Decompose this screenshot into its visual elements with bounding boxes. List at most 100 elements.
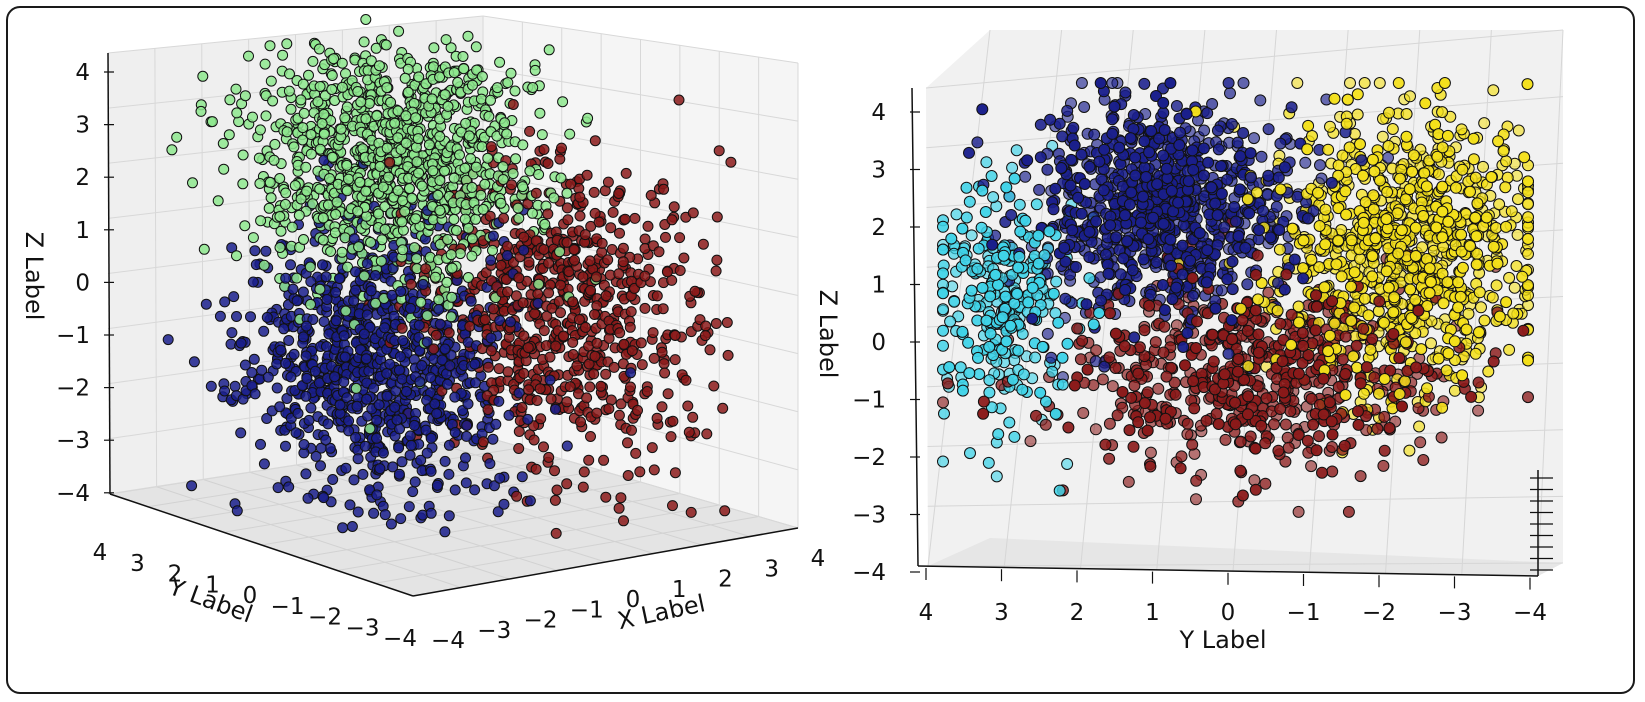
right-point-cluster-darkred xyxy=(1144,446,1157,459)
right-point-cluster-cyan xyxy=(1013,198,1026,211)
left-point-cluster-green xyxy=(434,204,446,216)
right-point-cluster-darkred xyxy=(1181,417,1194,430)
left-point-cluster-navy xyxy=(365,285,377,297)
left-point-cluster-navy xyxy=(516,471,528,483)
left-point-cluster-green xyxy=(317,234,329,246)
left-point-cluster-navy xyxy=(235,427,247,439)
left-point-cluster-green xyxy=(307,55,319,67)
left-point-cluster-darkred xyxy=(585,284,596,296)
right-point-cluster-yellow xyxy=(1478,117,1491,130)
left-point-cluster-darkred xyxy=(613,188,625,199)
left-point-cluster-navy xyxy=(503,409,515,421)
left-point-cluster-darkred xyxy=(479,314,491,326)
left-point-cluster-green xyxy=(445,249,457,261)
left-point-cluster-green xyxy=(231,107,243,119)
left-point-cluster-navy xyxy=(330,315,342,327)
left-point-cluster-green xyxy=(295,193,307,205)
right-point-cluster-darkred xyxy=(1244,430,1257,443)
left-point-cluster-green xyxy=(293,209,305,221)
left-point-cluster-green xyxy=(325,246,337,257)
left-point-cluster-green xyxy=(432,189,444,201)
left-point-cluster-darkred xyxy=(551,484,563,496)
left-point-cluster-green xyxy=(448,213,460,225)
right-point-cluster-yellow xyxy=(1381,186,1394,198)
left-point-cluster-green xyxy=(247,232,259,244)
left-point-cluster-green xyxy=(312,96,324,108)
left-grid-line xyxy=(337,504,720,571)
right-point-cluster-navy xyxy=(1285,101,1298,114)
left-point-cluster-green xyxy=(195,105,207,117)
left-point-cluster-darkred xyxy=(704,344,716,356)
left-point-cluster-navy xyxy=(298,439,310,450)
right-point-cluster-darkred xyxy=(1024,435,1037,448)
right-point-cluster-yellow xyxy=(1486,291,1499,304)
right-point-cluster-darkred xyxy=(1089,423,1102,436)
right-point-cluster-navy xyxy=(1070,261,1082,273)
right-point-cluster-yellow xyxy=(1505,205,1518,218)
right-point-cluster-navy xyxy=(1170,100,1183,112)
left-point-cluster-green xyxy=(300,161,312,173)
left-point-cluster-navy xyxy=(280,440,291,452)
right-point-cluster-navy xyxy=(1126,264,1139,277)
left-point-cluster-darkred xyxy=(581,392,593,404)
left-point-cluster-darkred xyxy=(646,442,658,454)
left-point-cluster-darkred xyxy=(685,506,697,518)
left-point-cluster-green xyxy=(466,250,478,262)
left-point-cluster-navy xyxy=(361,393,373,405)
left-point-cluster-green xyxy=(406,192,418,204)
left-point-cluster-green xyxy=(279,198,291,210)
left-point-cluster-navy xyxy=(485,254,497,266)
right-point-cluster-darkred xyxy=(1141,386,1154,399)
left-point-cluster-darkred xyxy=(624,321,636,333)
left-point-cluster-green xyxy=(457,51,469,62)
left-point-cluster-navy xyxy=(337,522,349,534)
left-point-cluster-navy xyxy=(271,382,283,394)
left-point-cluster-green xyxy=(380,39,392,51)
left-point-cluster-navy xyxy=(226,242,238,254)
left-point-cluster-darkred xyxy=(589,135,601,147)
left-z-tick: −3 xyxy=(56,428,90,454)
right-point-cluster-yellow xyxy=(1351,108,1364,121)
left-point-cluster-green xyxy=(336,57,348,69)
left-point-cluster-darkred xyxy=(605,222,617,234)
left-point-cluster-green xyxy=(324,173,335,184)
left-point-cluster-darkred xyxy=(687,207,699,219)
right-point-cluster-navy xyxy=(1215,284,1228,297)
left-point-cluster-navy xyxy=(368,507,380,519)
left-point-cluster-green xyxy=(446,291,458,303)
right-point-cluster-darkred xyxy=(1354,470,1367,483)
left-point-cluster-navy xyxy=(358,328,370,340)
left-point-cluster-navy xyxy=(352,453,364,465)
left-point-cluster-navy xyxy=(439,343,451,355)
left-point-cluster-darkred xyxy=(687,411,699,423)
left-point-cluster-green xyxy=(485,94,496,106)
right-point-cluster-navy xyxy=(1237,77,1250,89)
left-point-cluster-green xyxy=(448,67,460,79)
right-point-cluster-yellow xyxy=(1432,168,1445,181)
left-point-cluster-darkred xyxy=(630,447,642,459)
left-point-cluster-green xyxy=(487,244,498,256)
right-point-cluster-darkred xyxy=(1339,330,1352,343)
right-point-cluster-yellow xyxy=(1291,77,1304,89)
left-point-cluster-darkred xyxy=(653,246,665,258)
right-point-cluster-yellow xyxy=(1448,384,1461,397)
right-point-cluster-navy xyxy=(971,136,984,149)
left-point-cluster-green xyxy=(466,181,478,193)
left-point-cluster-green xyxy=(328,53,340,65)
left-point-cluster-darkred xyxy=(567,349,579,360)
left-point-cluster-green xyxy=(280,187,292,199)
left-point-cluster-darkred xyxy=(577,481,589,493)
left-point-cluster-navy xyxy=(239,359,251,371)
left-point-cluster-navy xyxy=(518,244,530,256)
left-point-cluster-green xyxy=(463,222,474,234)
left-point-cluster-green xyxy=(360,14,372,25)
left-point-cluster-green xyxy=(224,94,236,106)
right-point-cluster-cyan xyxy=(1003,416,1016,429)
left-point-cluster-darkred xyxy=(513,272,525,284)
left-point-cluster-navy xyxy=(385,518,397,530)
right-point-cluster-cyan xyxy=(980,156,993,169)
left-point-cluster-darkred xyxy=(591,337,603,349)
left-point-cluster-darkred xyxy=(603,332,615,344)
left-point-cluster-green xyxy=(217,138,229,149)
left-point-cluster-green xyxy=(304,261,316,273)
